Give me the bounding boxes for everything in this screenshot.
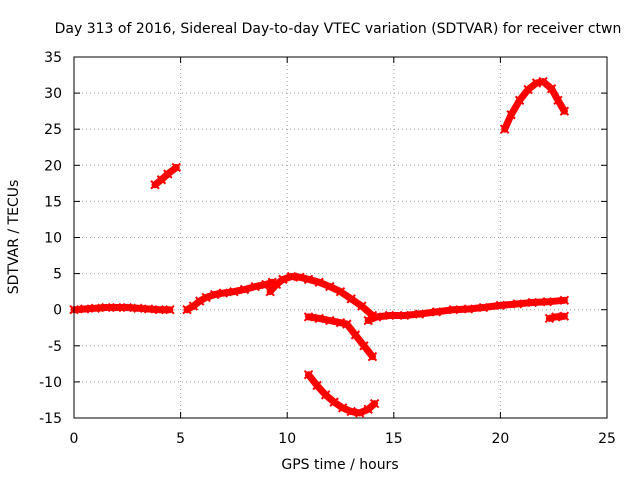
data-point bbox=[111, 302, 122, 313]
data-point bbox=[546, 84, 557, 94]
data-point bbox=[527, 297, 538, 308]
data-point bbox=[325, 315, 335, 326]
data-point bbox=[399, 310, 410, 321]
y-tick-label: 0 bbox=[53, 303, 62, 319]
data-point bbox=[239, 284, 250, 295]
data-point bbox=[143, 304, 154, 314]
data-point bbox=[210, 289, 220, 300]
data-point bbox=[265, 286, 275, 297]
data-point bbox=[350, 330, 361, 340]
data-point bbox=[320, 390, 331, 400]
data-point bbox=[542, 297, 553, 307]
data-point bbox=[559, 295, 570, 306]
data-point bbox=[337, 403, 348, 413]
series-segment-1 bbox=[70, 304, 174, 314]
y-tick-label: 35 bbox=[44, 50, 62, 66]
data-point bbox=[286, 271, 297, 282]
x-tick-label: 25 bbox=[598, 431, 616, 447]
y-tick-label: 5 bbox=[53, 267, 62, 283]
data-point bbox=[329, 397, 339, 407]
data-point bbox=[195, 296, 205, 306]
x-axis-title: GPS time / hours bbox=[281, 457, 398, 473]
data-point bbox=[171, 162, 182, 173]
data-point bbox=[538, 76, 548, 87]
data-point bbox=[314, 313, 324, 324]
data-point bbox=[229, 286, 239, 297]
label-layer: 0 5 10 15 20 25 -15 -10 -5 0 5 10 15 20 25 30 35 bbox=[39, 50, 616, 447]
data-point bbox=[448, 304, 459, 315]
y-tick-label: -10 bbox=[39, 375, 62, 391]
data-point bbox=[512, 299, 523, 309]
data-point bbox=[551, 312, 561, 322]
data-point bbox=[357, 301, 367, 311]
series-layer bbox=[69, 76, 570, 418]
y-axis-title: SDTVAR / TECUs bbox=[6, 180, 22, 295]
data-point bbox=[122, 302, 133, 313]
y-tick-label: 15 bbox=[44, 194, 62, 210]
data-point bbox=[367, 351, 378, 362]
data-point bbox=[165, 304, 175, 315]
y-tick-label: 20 bbox=[44, 158, 62, 174]
data-point bbox=[201, 292, 211, 303]
data-point bbox=[553, 95, 563, 106]
data-point bbox=[261, 279, 271, 290]
series-segment-7 bbox=[364, 296, 568, 324]
data-point bbox=[101, 302, 111, 313]
data-point bbox=[495, 300, 506, 311]
data-point bbox=[278, 274, 288, 285]
data-point bbox=[514, 95, 525, 106]
series-segment-8 bbox=[501, 78, 568, 133]
y-tick-label: 25 bbox=[44, 122, 62, 138]
data-point bbox=[414, 309, 425, 319]
x-tick-label: 10 bbox=[278, 431, 296, 447]
data-point bbox=[559, 311, 570, 321]
data-point bbox=[314, 277, 324, 287]
x-tick-label: 20 bbox=[491, 431, 509, 447]
data-point bbox=[335, 286, 346, 297]
data-point bbox=[523, 84, 533, 95]
data-point bbox=[559, 106, 570, 116]
data-point bbox=[506, 110, 516, 120]
data-point bbox=[90, 303, 101, 313]
data-point bbox=[182, 304, 192, 315]
y-tick-label: 30 bbox=[44, 86, 62, 102]
data-point bbox=[384, 310, 395, 321]
data-point bbox=[372, 312, 382, 322]
y-tick-label: -5 bbox=[48, 339, 62, 355]
y-tick-label: -15 bbox=[39, 411, 62, 427]
x-tick-label: 15 bbox=[385, 431, 403, 447]
data-point bbox=[312, 380, 322, 391]
tick-layer bbox=[73, 56, 608, 419]
series-segment-3 bbox=[183, 278, 276, 314]
chart-title: Day 313 of 2016, Sidereal Day-to-day VTE… bbox=[55, 21, 622, 37]
data-point bbox=[218, 288, 228, 298]
data-point bbox=[463, 304, 474, 314]
data-point bbox=[79, 304, 90, 314]
data-point bbox=[363, 315, 373, 326]
data-point bbox=[431, 307, 442, 317]
x-tick-label: 5 bbox=[176, 431, 185, 447]
data-point bbox=[133, 303, 143, 313]
data-point bbox=[250, 281, 260, 292]
data-point bbox=[303, 312, 314, 322]
data-point bbox=[295, 272, 305, 282]
data-point bbox=[303, 369, 314, 380]
x-tick-label: 0 bbox=[70, 431, 79, 447]
data-point bbox=[346, 294, 356, 304]
data-point bbox=[342, 319, 352, 329]
data-point bbox=[154, 304, 164, 315]
data-point bbox=[499, 124, 510, 134]
plot-frame bbox=[73, 56, 608, 419]
data-point bbox=[354, 408, 365, 418]
data-point bbox=[346, 406, 356, 417]
grid-layer bbox=[74, 57, 607, 418]
data-point bbox=[369, 398, 380, 409]
data-point bbox=[163, 169, 173, 179]
data-point bbox=[359, 341, 369, 351]
y-tick-label: 10 bbox=[44, 231, 62, 247]
data-point bbox=[478, 302, 489, 313]
data-point bbox=[325, 281, 335, 292]
data-point bbox=[303, 274, 314, 285]
